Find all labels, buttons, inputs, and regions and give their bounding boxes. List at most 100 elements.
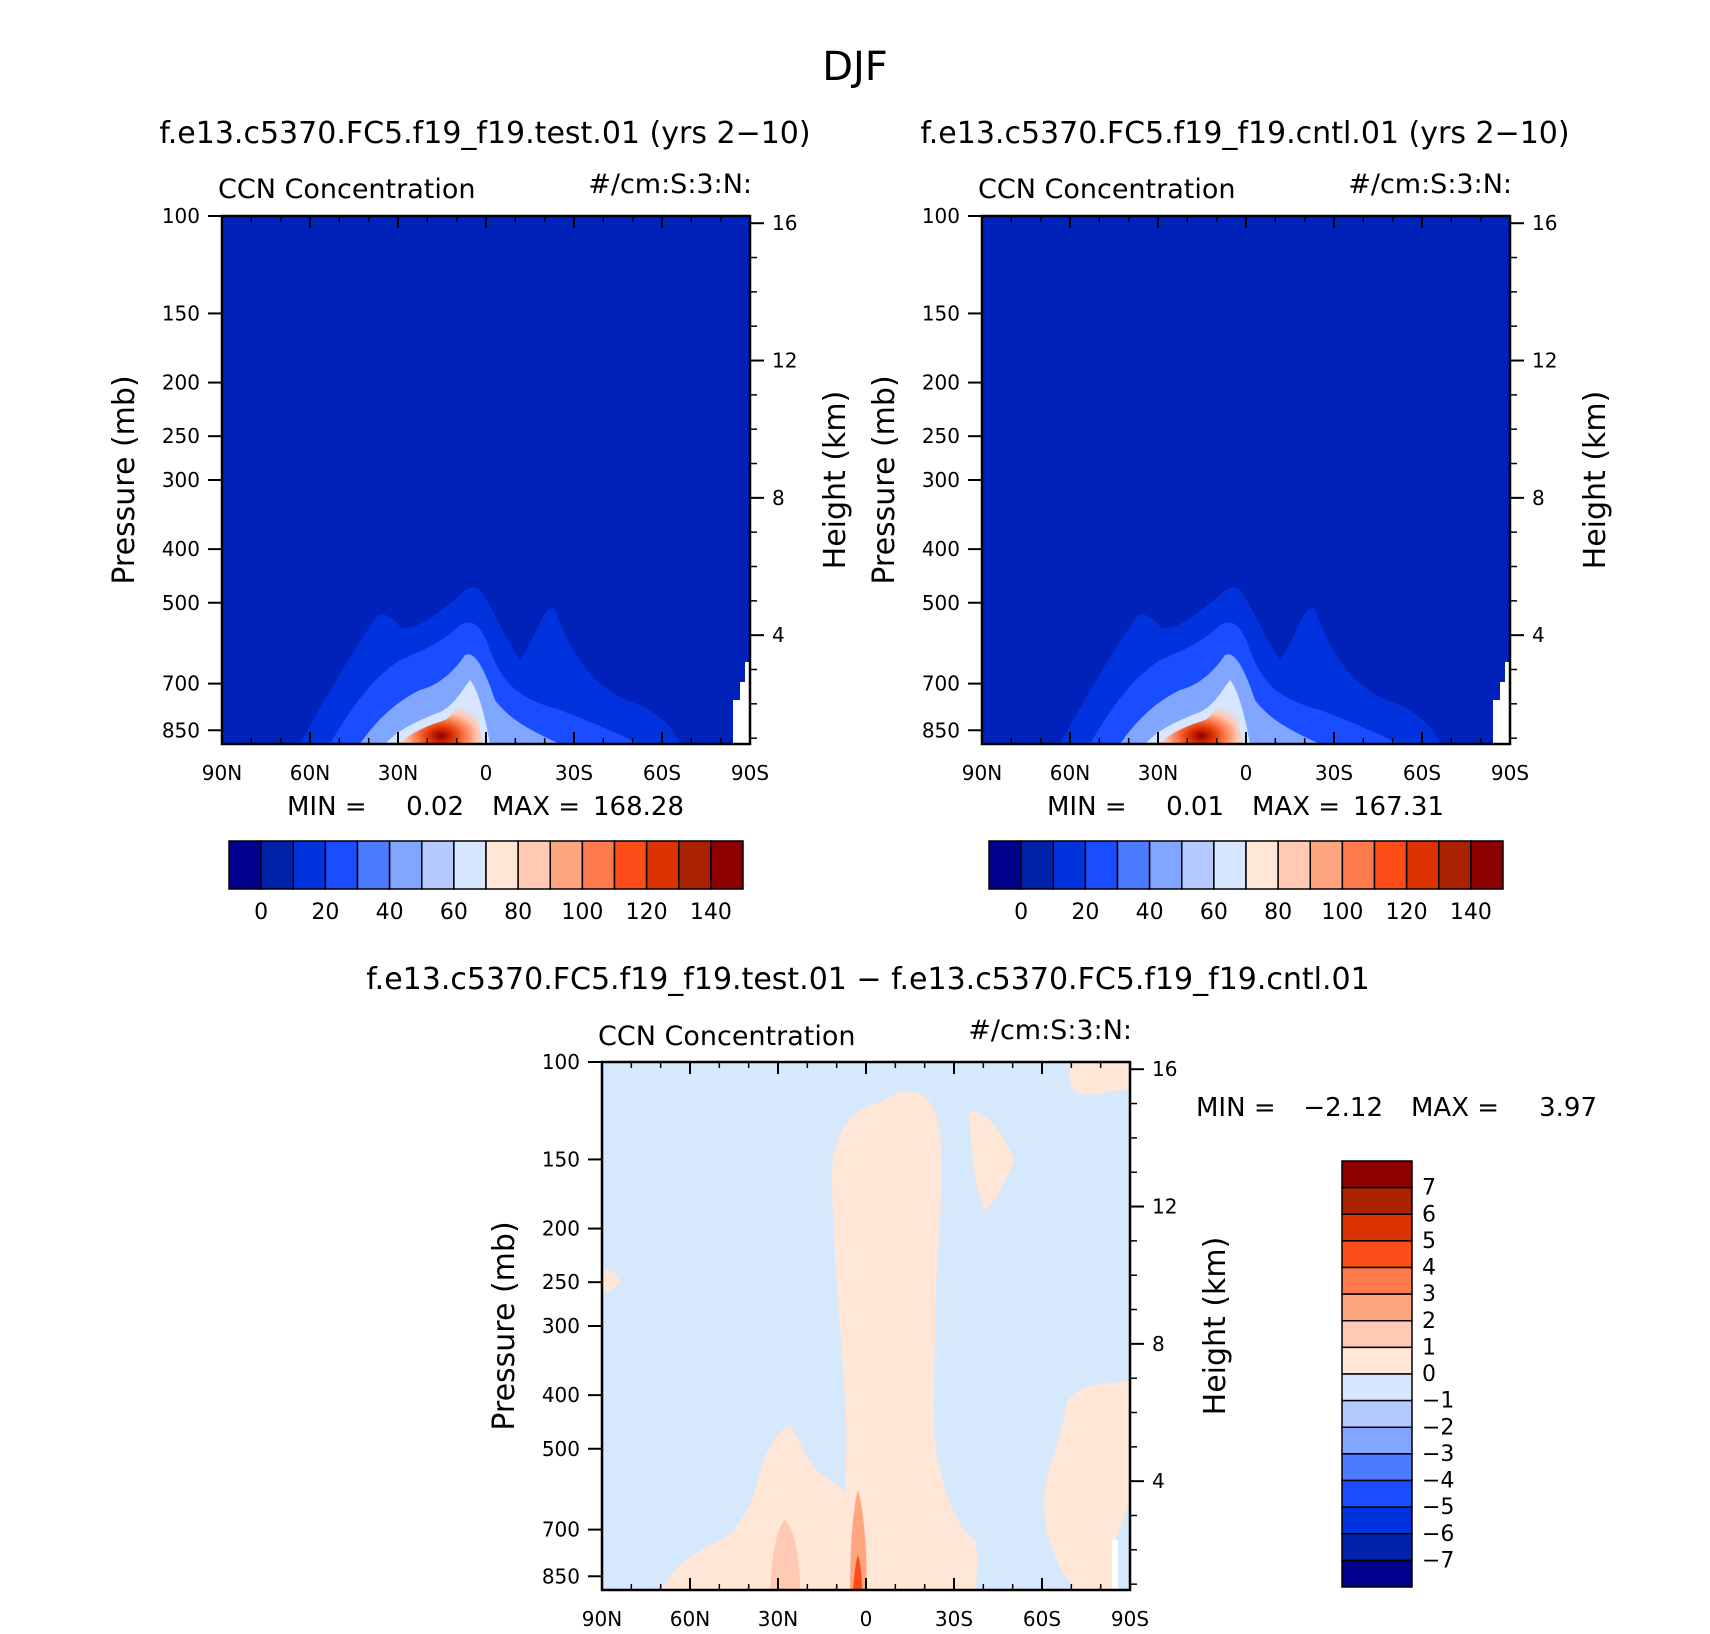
x-tick-label: 30N xyxy=(758,1607,798,1631)
colorbar-label: 1 xyxy=(1422,1335,1436,1360)
y-tick-label: 250 xyxy=(922,424,960,448)
panel-diff-positive-band-2 xyxy=(770,1520,800,1590)
colorbar-swatch xyxy=(1213,840,1247,890)
panel-diff-left-edge-blob xyxy=(602,1269,620,1292)
x-tick-label: 30N xyxy=(1138,761,1178,785)
colorbar-label: −2 xyxy=(1422,1415,1454,1440)
panel-test-ylabel: Pressure (mb) xyxy=(107,375,142,584)
panel-diff-positive-blob-1 xyxy=(970,1111,1015,1210)
colorbar-swatch xyxy=(1438,840,1472,890)
colorbar-swatch xyxy=(1052,840,1087,890)
x-tick-label: 90N xyxy=(962,761,1002,785)
colorbar-swatch xyxy=(1341,1186,1413,1215)
colorbar-swatch xyxy=(1341,1426,1413,1455)
colorbar-label: 40 xyxy=(1136,900,1164,925)
x-tick-label: 60S xyxy=(1023,1607,1061,1631)
panel-test-min-label: MIN = xyxy=(287,792,367,822)
panel-diff: f.e13.c5370.FC5.f19_f19.test.01 − f.e13.… xyxy=(366,962,1597,1631)
colorbar-label: 60 xyxy=(440,900,468,925)
y-tick-label: 150 xyxy=(542,1147,580,1171)
panel-cntl-variable: CCN Concentration xyxy=(978,174,1236,205)
colorbar-label: 4 xyxy=(1422,1256,1436,1281)
panel-diff-ylabel: Pressure (mb) xyxy=(487,1221,522,1430)
colorbar-swatch xyxy=(678,840,712,890)
colorbar-swatch xyxy=(1116,840,1151,890)
panel-cntl-missing-data xyxy=(1493,662,1510,744)
colorbar-swatch xyxy=(1341,1373,1413,1402)
y2-tick-label: 12 xyxy=(1152,1195,1177,1219)
x-tick-label: 90S xyxy=(1111,1607,1149,1631)
y-tick-label: 200 xyxy=(162,371,200,395)
x-tick-label: 60N xyxy=(290,761,330,785)
colorbar-swatch xyxy=(581,840,616,890)
colorbar-label: 6 xyxy=(1422,1202,1436,1227)
panel-cntl-min-label: MIN = xyxy=(1047,792,1127,822)
y-tick-label: 150 xyxy=(922,301,960,325)
colorbar-swatch xyxy=(228,840,262,890)
colorbar-label: 140 xyxy=(690,900,732,925)
colorbar-label: −4 xyxy=(1422,1469,1454,1494)
colorbar-swatch xyxy=(1341,1453,1413,1482)
y-tick-label: 400 xyxy=(162,537,200,561)
y-tick-label: 100 xyxy=(162,204,200,228)
panel-diff-max-value: 3.97 xyxy=(1539,1093,1597,1123)
panel-test-plot-area xyxy=(220,214,752,746)
panel-cntl-axes: 90N 60N 30N 0 30S 60S 90S 100 150 200 250 300 400 500… xyxy=(922,204,1558,785)
y-tick-label: 700 xyxy=(162,672,200,696)
panel-test: f.e13.c5370.FC5.f19_f19.test.01 (yrs 2−1… xyxy=(107,116,853,925)
panel-test-max-label: MAX = xyxy=(492,792,580,822)
y2-tick-label: 16 xyxy=(772,211,797,235)
panel-diff-min-value: −2.12 xyxy=(1303,1093,1383,1123)
colorbar-swatch xyxy=(710,840,744,890)
y-tick-label: 250 xyxy=(542,1270,580,1294)
y-tick-label: 400 xyxy=(542,1383,580,1407)
y-tick-label: 700 xyxy=(542,1518,580,1542)
panel-test-variable: CCN Concentration xyxy=(218,174,476,205)
colorbar-label: 80 xyxy=(1264,900,1292,925)
y-tick-label: 850 xyxy=(542,1564,580,1588)
panel-diff-units: #/cm:S:3:N: xyxy=(968,1015,1132,1046)
panel-diff-positive-peak xyxy=(853,1555,862,1590)
panel-diff-positive-lower-left xyxy=(660,1425,860,1590)
panel-diff-missing-data xyxy=(1112,1540,1118,1590)
colorbar-label: −5 xyxy=(1422,1495,1454,1520)
colorbar-label: 40 xyxy=(376,900,404,925)
y-tick-label: 300 xyxy=(542,1314,580,1338)
panel-diff-positive-right xyxy=(1044,1380,1130,1590)
colorbar-swatch xyxy=(1309,840,1344,890)
panel-test-case-title: f.e13.c5370.FC5.f19_f19.test.01 (yrs 2−1… xyxy=(159,116,810,151)
panel-cntl-case-title: f.e13.c5370.FC5.f19_f19.cntl.01 (yrs 2−1… xyxy=(920,116,1569,151)
y-tick-label: 500 xyxy=(162,591,200,615)
x-tick-label: 90N xyxy=(202,761,242,785)
x-tick-label: 60N xyxy=(670,1607,710,1631)
colorbar-swatch xyxy=(1341,1213,1413,1242)
y-tick-label: 500 xyxy=(542,1437,580,1461)
colorbar-label: 3 xyxy=(1422,1282,1436,1307)
colorbar-swatch xyxy=(453,840,487,890)
panel-diff-min-label: MIN = xyxy=(1196,1093,1276,1123)
y-tick-label: 700 xyxy=(922,672,960,696)
y-tick-label: 150 xyxy=(162,301,200,325)
panel-test-units: #/cm:S:3:N: xyxy=(588,169,752,200)
colorbar-swatch xyxy=(388,840,423,890)
colorbar-swatch xyxy=(1341,1506,1413,1535)
colorbar-label: −7 xyxy=(1422,1548,1454,1573)
colorbar-swatch xyxy=(485,840,519,890)
colorbar-label: −1 xyxy=(1422,1389,1454,1414)
colorbar-label: −3 xyxy=(1422,1442,1454,1467)
colorbar-label: 0 xyxy=(1422,1362,1436,1387)
colorbar-swatch xyxy=(1470,840,1504,890)
panel-test-y2label: Height (km) xyxy=(818,391,853,570)
colorbar-label: 80 xyxy=(504,900,532,925)
y2-tick-label: 8 xyxy=(1532,486,1545,510)
panel-diff-case-title: f.e13.c5370.FC5.f19_f19.test.01 − f.e13.… xyxy=(366,962,1369,997)
y2-tick-label: 8 xyxy=(772,486,785,510)
x-tick-label: 30S xyxy=(935,1607,973,1631)
panel-cntl-units: #/cm:S:3:N: xyxy=(1348,169,1512,200)
colorbar-swatch xyxy=(1341,840,1376,890)
panel-test-missing-data xyxy=(733,662,750,744)
panel-cntl-max-value: 167.31 xyxy=(1353,792,1444,822)
x-tick-label: 0 xyxy=(860,1607,873,1631)
y2-tick-label: 4 xyxy=(1152,1469,1165,1493)
x-tick-label: 60S xyxy=(643,761,681,785)
